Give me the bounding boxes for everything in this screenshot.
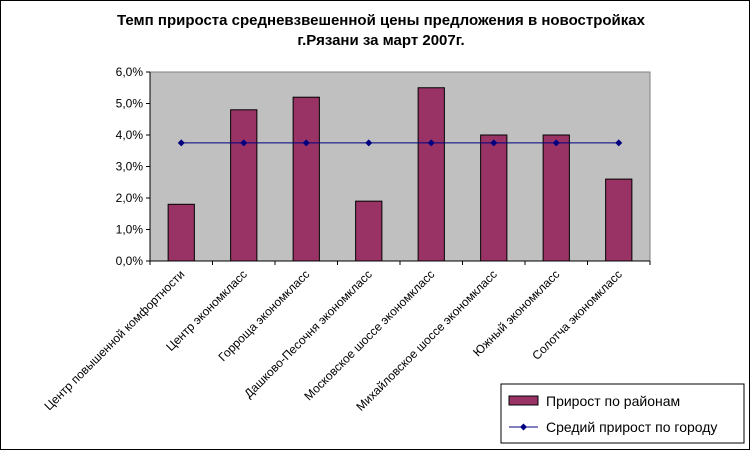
- bar: [230, 109, 258, 262]
- y-tick-label: 4,0%: [116, 128, 144, 142]
- y-tick-label: 6,0%: [116, 65, 144, 79]
- x-category-label: Дашково-Песочня экономкласс: [241, 267, 374, 400]
- chart-title-line-2: г.Рязани за март 2007г.: [297, 32, 464, 49]
- average-marker: [552, 139, 560, 147]
- y-tick-label: 2,0%: [116, 191, 144, 205]
- legend-bar-swatch: [508, 395, 539, 406]
- plot-area: [149, 71, 651, 262]
- average-marker: [302, 139, 310, 147]
- y-tick-label: 3,0%: [116, 160, 144, 174]
- legend-line-label: Средий прирост по городу: [546, 419, 717, 435]
- y-tick-label: 0,0%: [116, 254, 144, 268]
- y-tick-label: 1,0%: [116, 223, 144, 237]
- bar: [542, 134, 570, 262]
- average-marker: [365, 139, 373, 147]
- bar-series: [167, 87, 633, 262]
- average-marker: [177, 139, 185, 147]
- y-axis: 0,0% 1,0% 2,0% 3,0% 4,0% 5,0% 6,0%: [116, 65, 151, 268]
- bar: [480, 134, 508, 262]
- average-marker: [427, 139, 435, 147]
- average-marker: [615, 139, 623, 147]
- legend-box: [500, 383, 745, 444]
- bar: [605, 178, 633, 262]
- bar: [355, 200, 383, 262]
- bar: [292, 96, 320, 262]
- x-category-label: Московское шоссе экономкласс: [301, 267, 437, 403]
- bar: [417, 87, 445, 262]
- bar: [167, 203, 195, 262]
- line-series: [177, 139, 623, 147]
- legend: Прирост по районам Средий прирост по гор…: [500, 383, 745, 444]
- average-marker: [240, 139, 248, 147]
- y-tick-label: 5,0%: [116, 97, 144, 111]
- chart-title-line-1: Темп прироста средневзвешенной цены пред…: [117, 12, 646, 29]
- x-category-label: Центр повышенной комфортности: [41, 267, 187, 413]
- legend-bar-label: Прирост по районам: [546, 393, 680, 409]
- average-marker: [490, 139, 498, 147]
- legend-line-marker: [520, 423, 527, 431]
